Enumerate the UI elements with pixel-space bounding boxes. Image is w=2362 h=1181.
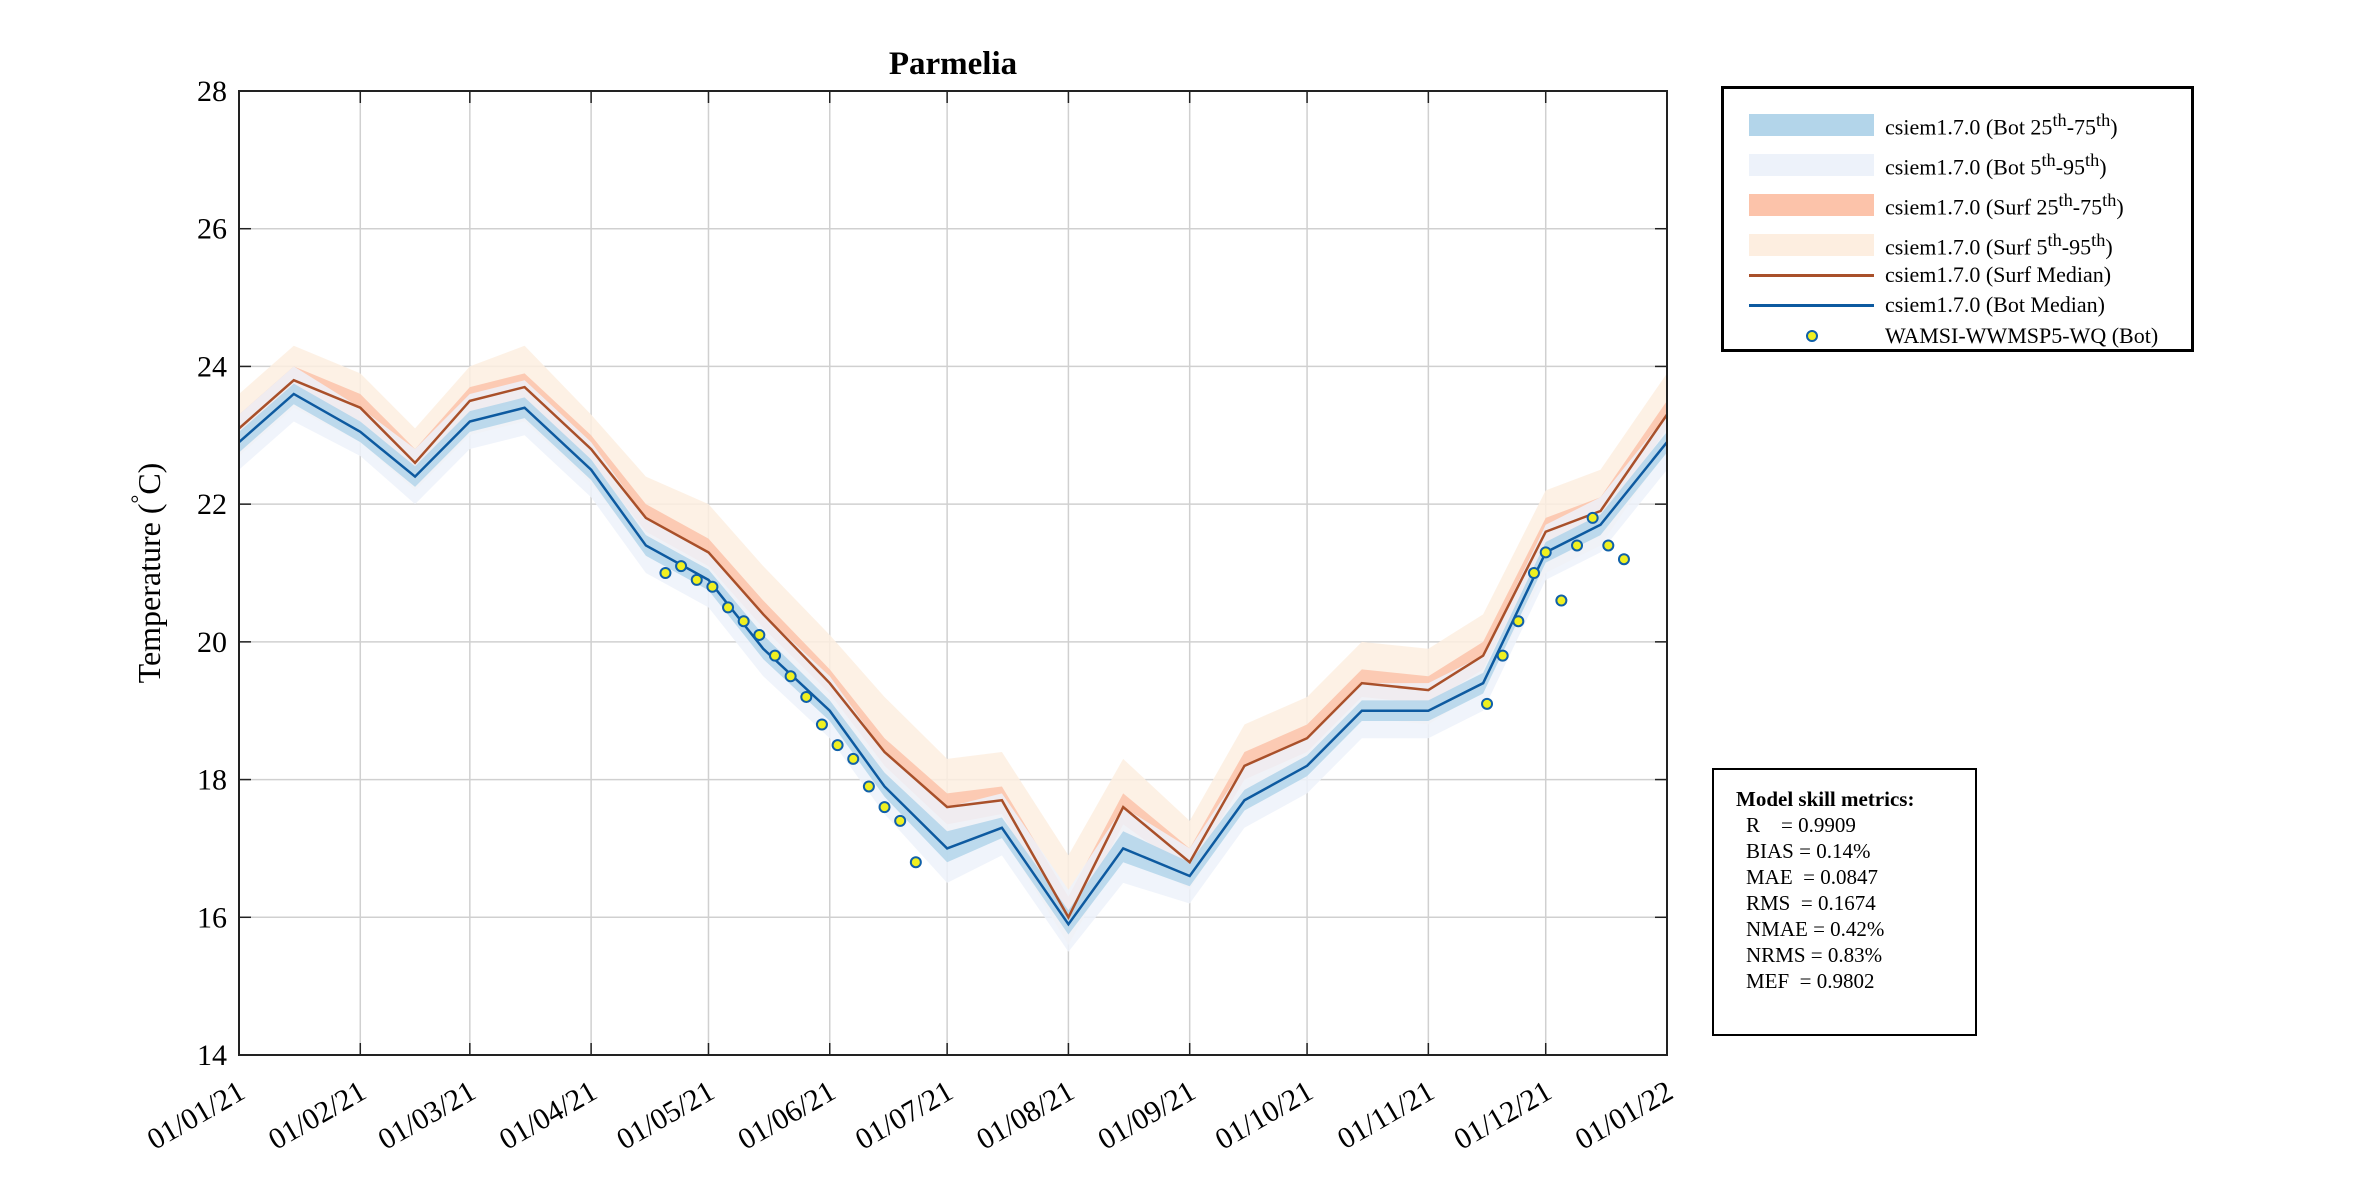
metric-mae: MAE = 0.0847 <box>1746 865 1879 889</box>
lines <box>238 378 1669 927</box>
legend: csiem1.7.0 (Bot 25th-75th) csiem1.7.0 (B… <box>1721 86 2194 352</box>
x-tick-label: 01/01/21 <box>142 1074 251 1156</box>
observation-point <box>690 573 703 586</box>
observation-point <box>1496 649 1509 662</box>
x-tick-label: 01/04/21 <box>494 1074 603 1156</box>
x-tick-label: 01/01/22 <box>1570 1074 1679 1156</box>
metric-nrms: NRMS = 0.83% <box>1746 943 1883 967</box>
observation-point <box>784 670 797 683</box>
observation-point <box>847 752 860 765</box>
metric-r: R = 0.9909 <box>1746 813 1856 837</box>
metrics-title: Model skill metrics: <box>1736 787 1915 811</box>
metric-bias: BIAS = 0.14% <box>1746 839 1871 863</box>
x-tick-label: 01/11/21 <box>1332 1074 1440 1155</box>
observation-point <box>737 615 750 628</box>
y-axis-label: Temperature (°C) <box>126 463 167 684</box>
legend-swatch <box>1749 114 1874 136</box>
y-tick-label: 22 <box>197 488 227 521</box>
observation-point <box>1512 615 1525 628</box>
x-tick-label: 01/06/21 <box>732 1074 841 1156</box>
observation-points <box>659 511 1630 869</box>
observation-point <box>1602 539 1615 552</box>
plot-background <box>239 91 1667 1055</box>
observation-point <box>722 601 735 614</box>
legend-marker <box>1806 330 1818 342</box>
observation-point <box>675 560 688 573</box>
y-tick-label: 24 <box>197 350 227 383</box>
y-tick-label: 20 <box>197 626 227 659</box>
legend-swatch <box>1749 273 1874 277</box>
bands <box>239 345 1667 952</box>
observation-point <box>862 780 875 793</box>
chart-title: Parmelia <box>889 46 1017 82</box>
x-tick-label: 01/12/21 <box>1448 1074 1557 1156</box>
surf-median-line <box>238 378 1669 920</box>
x-tick-label: 01/09/21 <box>1092 1074 1201 1156</box>
observation-point <box>815 718 828 731</box>
y-tick-label: 26 <box>197 213 227 246</box>
plot-frame <box>238 90 1668 1056</box>
legend-swatch <box>1749 234 1874 256</box>
observation-point <box>878 801 891 814</box>
x-tick-label: 01/10/21 <box>1210 1074 1319 1156</box>
grid <box>238 90 1668 1056</box>
observation-point <box>1481 697 1494 710</box>
observation-point <box>1555 594 1568 607</box>
observation-point <box>831 739 844 752</box>
observation-point <box>1586 511 1599 524</box>
observation-point <box>909 856 922 869</box>
observation-point <box>753 628 766 641</box>
observation-point <box>768 649 781 662</box>
y-tick-label: 16 <box>197 901 227 934</box>
observation-point <box>1527 567 1540 579</box>
legend-swatch <box>1749 194 1874 216</box>
observation-point <box>659 567 672 579</box>
y-tick-label: 18 <box>197 764 227 797</box>
x-tick-label: 01/07/21 <box>850 1074 959 1156</box>
observation-point <box>706 580 719 593</box>
x-tick-label: 01/05/21 <box>611 1074 720 1156</box>
x-tick-label: 01/03/21 <box>372 1074 481 1156</box>
observation-point <box>894 814 907 827</box>
metric-mef: MEF = 0.9802 <box>1746 969 1875 993</box>
skill-metrics-box: Model skill metrics: R = 0.9909 BIAS = 0… <box>1712 768 1977 1036</box>
metric-rms: RMS = 0.1674 <box>1746 891 1876 915</box>
metric-nmae: NMAE = 0.42% <box>1746 917 1885 941</box>
x-tick-label: 01/02/21 <box>263 1074 372 1156</box>
legend-swatch <box>1749 154 1874 176</box>
legend-swatch <box>1749 303 1874 307</box>
observation-point <box>1617 553 1630 566</box>
observation-point <box>1571 539 1584 552</box>
y-tick-label: 14 <box>197 1039 227 1072</box>
x-tick-label: 01/08/21 <box>971 1074 1080 1156</box>
y-tick-label: 28 <box>197 75 227 108</box>
bot-median-line <box>238 392 1668 927</box>
observation-point <box>800 690 813 703</box>
observation-point <box>1539 546 1552 559</box>
